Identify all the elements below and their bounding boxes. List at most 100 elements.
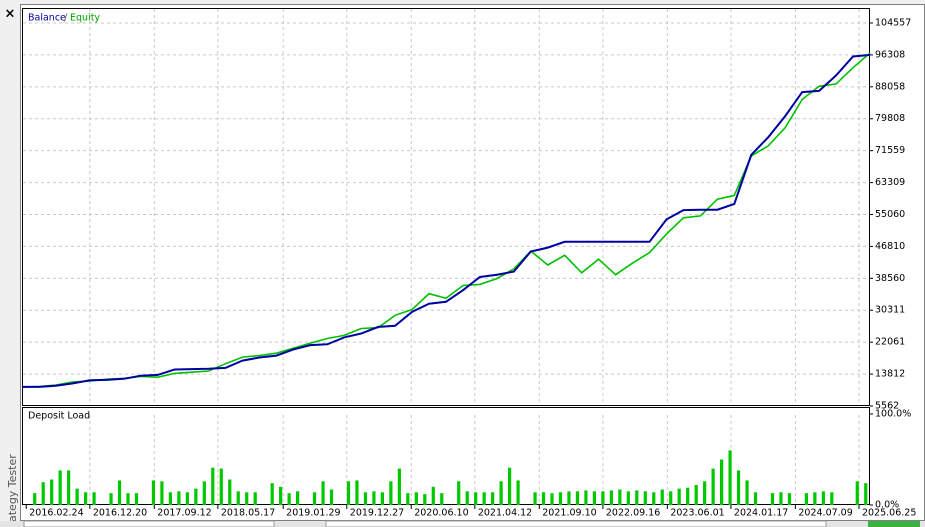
close-button[interactable]: × — [5, 7, 16, 22]
bar — [499, 481, 503, 505]
progress-bar — [868, 521, 920, 527]
bar — [779, 492, 783, 505]
bar — [745, 480, 749, 505]
bar — [720, 459, 724, 505]
bar — [168, 492, 172, 505]
bar — [372, 491, 376, 505]
bar — [592, 491, 596, 505]
bar — [228, 479, 232, 505]
bar — [389, 481, 393, 505]
bar — [202, 481, 206, 505]
series-line — [21, 52, 871, 388]
bar — [287, 493, 291, 505]
bar — [830, 492, 834, 505]
bar — [194, 488, 198, 505]
bar — [406, 493, 410, 505]
bar — [821, 491, 825, 505]
bar — [219, 468, 223, 505]
bar — [575, 491, 580, 505]
x-tick-label: 2025.06.25 — [862, 508, 916, 519]
bar — [134, 493, 139, 505]
field — [325, 520, 827, 527]
load-plot — [22, 407, 870, 505]
legend-separator: / — [64, 13, 68, 24]
bar — [236, 491, 240, 505]
bar — [457, 481, 461, 505]
y-tick-label: 5562 — [875, 401, 899, 412]
bar — [245, 492, 249, 505]
x-tick-label: 2023.06.01 — [670, 508, 724, 519]
y-tick-label: 30311 — [875, 305, 905, 316]
bar — [151, 480, 156, 505]
bar — [177, 491, 181, 505]
x-tick-label: 2016.12.20 — [93, 508, 147, 519]
bar — [92, 492, 96, 505]
bar — [601, 491, 605, 505]
bar — [567, 491, 571, 505]
y-tick-label: 22061 — [875, 337, 905, 348]
marks — [21, 52, 871, 505]
bar — [736, 470, 741, 505]
bar — [321, 481, 325, 505]
bar — [770, 493, 775, 505]
x-tick-label: 2021.09.10 — [542, 508, 596, 519]
bar — [804, 493, 808, 505]
bar — [185, 492, 189, 505]
bar — [669, 491, 673, 505]
tab-label: ategy Tester — [6, 454, 19, 522]
bar — [279, 486, 283, 505]
y-tick-label: 55060 — [875, 209, 905, 220]
y-tick-label: 79808 — [875, 113, 905, 124]
y-tick-label: 100.0% — [875, 409, 911, 420]
x-tick-label: 2024.07.09 — [798, 508, 852, 519]
x-tick-label: 2018.05.17 — [221, 508, 275, 519]
bar — [855, 481, 859, 505]
bar — [41, 482, 45, 505]
x-tick-label: 2024.01.17 — [734, 508, 788, 519]
bar — [270, 483, 274, 505]
x-tick-label: 2019.01.29 — [286, 508, 340, 519]
bar — [67, 470, 71, 505]
bar — [864, 483, 868, 505]
bar — [33, 493, 37, 505]
x-tick-label: 2017.09.12 — [157, 508, 211, 519]
bar — [728, 450, 732, 505]
main-plot — [22, 8, 870, 406]
bar — [440, 493, 444, 505]
bar — [533, 492, 537, 505]
bar — [694, 484, 698, 505]
bar — [609, 490, 613, 505]
y-tick-label: 46810 — [875, 241, 905, 252]
bar — [126, 493, 130, 505]
bar — [363, 492, 368, 505]
bar — [296, 491, 300, 505]
bar — [50, 479, 54, 505]
bar — [58, 470, 62, 505]
bar — [541, 492, 546, 505]
bar — [626, 491, 630, 505]
side-strip — [0, 0, 20, 527]
bar — [753, 492, 758, 505]
legend-equity: Equity — [70, 13, 100, 24]
bar — [355, 480, 359, 505]
bar — [813, 492, 817, 505]
legend-balance: Balance — [28, 13, 66, 24]
bar — [474, 492, 478, 505]
bar — [423, 494, 427, 505]
y-tick-label: 104557 — [875, 17, 911, 28]
bar — [431, 486, 435, 505]
bar — [414, 492, 418, 505]
bar — [380, 492, 384, 505]
bar — [117, 480, 122, 505]
bar — [711, 468, 715, 505]
bar — [491, 492, 495, 505]
bar — [686, 487, 690, 505]
bar — [677, 488, 681, 505]
x-tick-label: 2020.06.10 — [414, 508, 468, 519]
y-tick-label: 71559 — [875, 145, 905, 156]
bar — [482, 492, 486, 505]
series-line — [22, 53, 871, 388]
bar — [703, 481, 707, 505]
